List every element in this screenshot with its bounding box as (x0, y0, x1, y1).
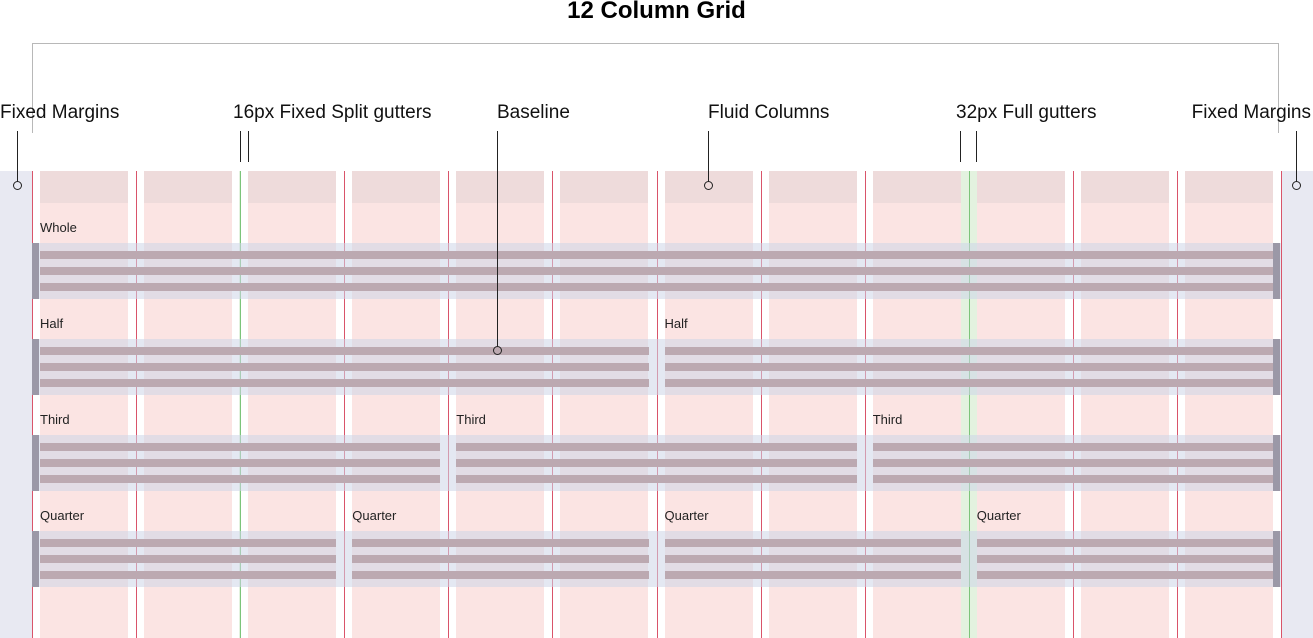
baseline-bar (352, 571, 649, 579)
pointer-dot-fluid-columns (704, 181, 713, 190)
grid-column-header (768, 171, 857, 203)
leader-full-gutter-b (976, 131, 977, 162)
baseline-bar (40, 379, 649, 387)
leader-full-gutter-a (960, 131, 961, 162)
leader-split-gutter-b (248, 131, 249, 162)
baseline-bar (40, 283, 1273, 291)
row-label-third: Third (40, 412, 70, 427)
callout-split-gutters: 16px Fixed Split gutters (233, 102, 432, 123)
baseline-bar (352, 539, 649, 547)
grid-title: 12 Column Grid (567, 0, 746, 24)
row-margin-tick-left (32, 243, 39, 299)
fixed-margin-right (1281, 171, 1313, 638)
row-margin-tick-right (1273, 339, 1280, 395)
baseline-bar (456, 475, 857, 483)
gutter-line (136, 171, 138, 638)
row-margin-tick-right (1273, 435, 1280, 491)
grid-column-header (248, 171, 337, 203)
pointer-dot-margin-left (13, 181, 22, 190)
row-margin-tick-right (1273, 531, 1280, 587)
baseline-bar (456, 459, 857, 467)
gutter-line (1176, 171, 1178, 638)
leader-fixed-margin-right (1296, 131, 1297, 182)
baseline-bar (40, 475, 441, 483)
row-label-half: Half (664, 316, 688, 331)
baseline-bar (40, 459, 441, 467)
baseline-bar (456, 443, 857, 451)
callout-fluid-columns: Fluid Columns (708, 102, 830, 123)
baseline-bar (664, 539, 961, 547)
gutter-line (760, 171, 762, 638)
baseline-bar (664, 555, 961, 563)
margin-edge-line (1281, 171, 1282, 638)
row-label-quarter: Quarter (352, 508, 397, 523)
baseline-bar (40, 539, 337, 547)
callout-full-gutters: 32px Full gutters (956, 102, 1097, 123)
leader-fixed-margin-left (17, 131, 18, 182)
baseline-bar (872, 459, 1273, 467)
row-label-quarter: Quarter (976, 508, 1021, 523)
grid-column-header (1080, 171, 1169, 203)
baseline-bar (40, 443, 441, 451)
baseline-bar (664, 571, 961, 579)
grid-column-header (456, 171, 545, 203)
baseline-bar (664, 363, 1273, 371)
row-label-quarter: Quarter (664, 508, 709, 523)
baseline-bar (664, 347, 1273, 355)
gutter-line (864, 171, 866, 638)
pointer-dot-margin-right (1292, 181, 1301, 190)
row-label-whole: Whole (40, 220, 77, 235)
gutter-line (656, 171, 658, 638)
leader-baseline (497, 131, 498, 347)
callout-fixed-margins-left: Fixed Margins (0, 102, 120, 123)
grid-column-header (352, 171, 441, 203)
split-gutter-line (240, 171, 242, 638)
grid-bracket (32, 43, 1279, 133)
callout-fixed-margins-right: Fixed Margins (1191, 102, 1311, 123)
baseline-bar (872, 443, 1273, 451)
row-label-half: Half (40, 316, 64, 331)
leader-split-gutter-a (240, 131, 241, 162)
baseline-bar (976, 539, 1274, 547)
baseline-bar (976, 555, 1274, 563)
callout-baseline: Baseline (497, 102, 570, 123)
baseline-bar (664, 379, 1273, 387)
gutter-line (344, 171, 346, 638)
baseline-bar (40, 571, 337, 579)
row-margin-tick-right (1273, 243, 1280, 299)
gutter-line (448, 171, 450, 638)
baseline-bar (40, 267, 1273, 275)
grid-column-header (560, 171, 649, 203)
full-gutter-line (968, 171, 970, 638)
gutter-line (1072, 171, 1074, 638)
baseline-bar (40, 555, 337, 563)
fixed-margin-left (0, 171, 32, 638)
pointer-dot-baseline (493, 346, 502, 355)
grid-column-header (976, 171, 1065, 203)
row-margin-tick-left (32, 531, 39, 587)
baseline-bar (976, 571, 1274, 579)
baseline-bar (352, 555, 649, 563)
row-label-quarter: Quarter (40, 508, 85, 523)
grid-column-header (1184, 171, 1273, 203)
grid-column-header (40, 171, 129, 203)
margin-edge-line (32, 171, 33, 638)
row-label-third: Third (456, 412, 486, 427)
row-label-third: Third (872, 412, 903, 427)
grid-column-header (872, 171, 961, 203)
grid-column-header (144, 171, 233, 203)
row-margin-tick-left (32, 435, 39, 491)
row-margin-tick-left (32, 339, 39, 395)
gutter-line (552, 171, 554, 638)
baseline-bar (872, 475, 1273, 483)
baseline-bar (40, 347, 649, 355)
baseline-bar (40, 363, 649, 371)
baseline-bar (40, 251, 1273, 259)
leader-fluid-columns (708, 131, 709, 182)
